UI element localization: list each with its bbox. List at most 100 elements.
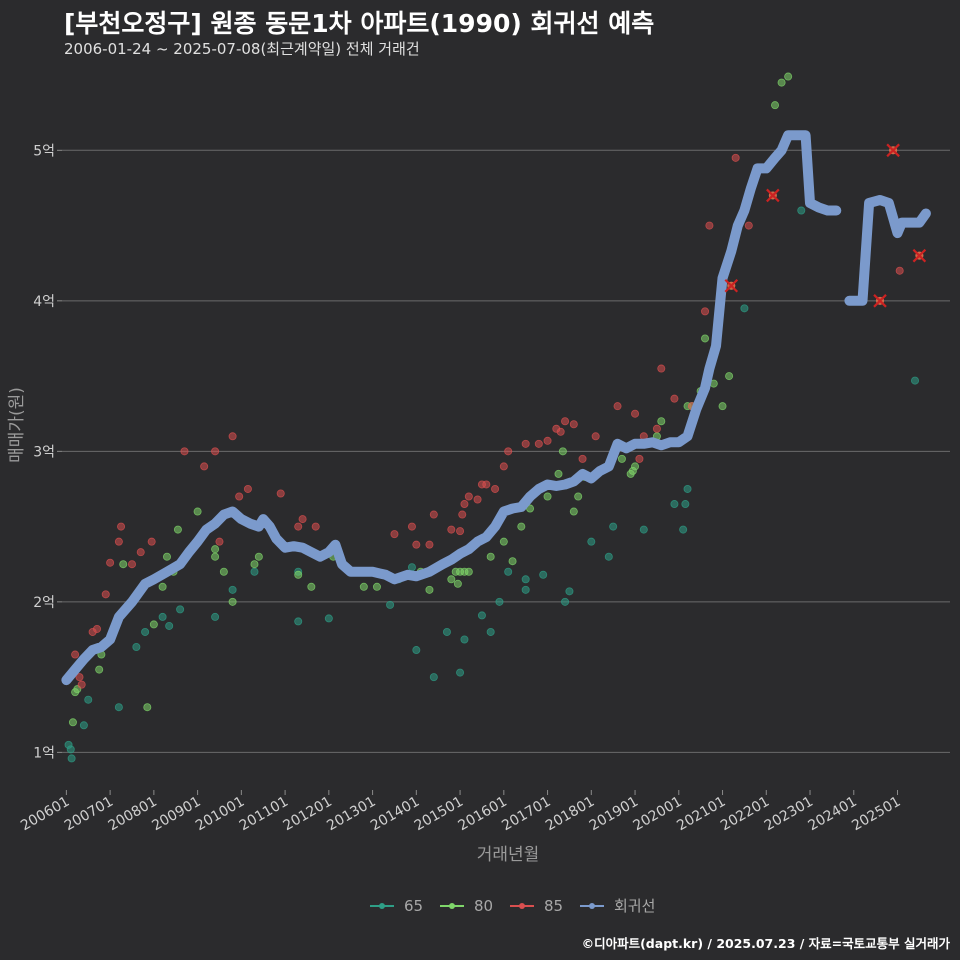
point-85 bbox=[92, 624, 101, 633]
y-tick-label: 1억 bbox=[33, 745, 55, 761]
point-80 bbox=[725, 372, 734, 381]
point-85 bbox=[670, 394, 679, 403]
point-80 bbox=[558, 447, 567, 456]
x-tick-label: 202101 bbox=[674, 794, 728, 835]
grid-lines bbox=[62, 149, 950, 753]
point-80 bbox=[425, 585, 434, 594]
x-tick-label: 201601 bbox=[456, 794, 510, 835]
chart-title: [부천오정구] 원종 동문1차 아파트(1990) 회귀선 예측 bbox=[64, 9, 655, 38]
legend-label: 회귀선 bbox=[614, 897, 655, 915]
point-65 bbox=[495, 597, 504, 606]
legend-item-회귀선: 회귀선 bbox=[580, 897, 655, 915]
y-tick-label: 3억 bbox=[33, 444, 55, 460]
scatter-points bbox=[64, 72, 924, 763]
point-65 bbox=[176, 605, 185, 614]
point-65 bbox=[324, 614, 333, 623]
point-80 bbox=[517, 522, 526, 531]
point-80 bbox=[701, 334, 710, 343]
source-caption: ©디아파트(dapt.kr) / 2025.07.23 / 자료=국토교통부 실… bbox=[581, 936, 950, 951]
point-85 bbox=[705, 221, 714, 230]
point-80 bbox=[307, 582, 316, 591]
point-65 bbox=[141, 627, 150, 636]
point-85 bbox=[429, 510, 438, 519]
x-tick-label: 201701 bbox=[499, 794, 553, 835]
point-85 bbox=[447, 525, 456, 534]
point-80 bbox=[250, 560, 259, 569]
point-85 bbox=[631, 409, 640, 418]
x-axis-label: 거래년월 bbox=[477, 845, 540, 865]
point-80 bbox=[447, 575, 456, 584]
point-85 bbox=[591, 432, 600, 441]
cancelled-marker bbox=[724, 278, 739, 293]
x-tick-label: 201401 bbox=[368, 794, 422, 835]
point-85 bbox=[235, 492, 244, 501]
point-65 bbox=[407, 563, 416, 572]
y-tick-label: 2억 bbox=[33, 595, 55, 611]
point-85 bbox=[504, 447, 513, 456]
point-80 bbox=[143, 703, 152, 712]
point-65 bbox=[504, 567, 513, 576]
legend-label: 80 bbox=[474, 897, 493, 915]
x-tick-label: 202201 bbox=[718, 794, 772, 835]
point-85 bbox=[71, 650, 80, 659]
legend-item-65: 65 bbox=[370, 897, 423, 915]
point-65 bbox=[250, 567, 259, 576]
cancelled-marker bbox=[886, 143, 900, 158]
point-80 bbox=[617, 454, 626, 463]
point-85 bbox=[425, 540, 434, 549]
point-65 bbox=[679, 525, 688, 534]
point-85 bbox=[407, 522, 416, 531]
legend-item-80: 80 bbox=[440, 897, 493, 915]
point-65 bbox=[460, 635, 469, 644]
x-tick-label: 201201 bbox=[281, 794, 335, 835]
point-80 bbox=[359, 582, 368, 591]
point-85 bbox=[701, 307, 710, 316]
point-65 bbox=[158, 612, 167, 621]
regression-line-path bbox=[844, 195, 931, 306]
legend-dot bbox=[589, 903, 595, 909]
point-85 bbox=[228, 432, 237, 441]
x-tick-label: 200901 bbox=[149, 794, 203, 835]
point-80 bbox=[464, 567, 473, 576]
x-tick-label: 200801 bbox=[106, 794, 160, 835]
point-85 bbox=[243, 484, 252, 493]
point-80 bbox=[486, 552, 495, 561]
y-axis-label: 매매가(원) bbox=[7, 387, 27, 463]
point-80 bbox=[294, 570, 303, 579]
x-tick-label: 201901 bbox=[587, 794, 641, 835]
point-85 bbox=[294, 522, 303, 531]
legend-dot bbox=[449, 903, 455, 909]
point-85 bbox=[460, 500, 469, 509]
point-80 bbox=[254, 552, 263, 561]
point-80 bbox=[68, 718, 77, 727]
point-85 bbox=[499, 462, 508, 471]
x-tick-label: 201001 bbox=[193, 794, 247, 835]
point-80 bbox=[162, 552, 171, 561]
x-tick-label: 201101 bbox=[237, 794, 291, 835]
point-80 bbox=[574, 492, 583, 501]
point-80 bbox=[453, 579, 462, 588]
point-65 bbox=[67, 754, 76, 763]
x-tick-label: 201501 bbox=[412, 794, 466, 835]
cancelled-marker bbox=[912, 248, 927, 263]
point-85 bbox=[543, 436, 552, 445]
point-85 bbox=[276, 489, 285, 498]
point-65 bbox=[604, 552, 613, 561]
point-85 bbox=[117, 522, 126, 531]
cancelled-marker bbox=[873, 294, 887, 308]
cancelled-marker bbox=[766, 188, 780, 203]
point-80 bbox=[777, 78, 786, 87]
point-65 bbox=[683, 484, 692, 493]
point-85 bbox=[456, 527, 465, 536]
point-65 bbox=[66, 745, 75, 754]
point-85 bbox=[390, 530, 399, 539]
x-tick-label: 202001 bbox=[630, 794, 684, 835]
point-85 bbox=[652, 424, 661, 433]
x-axis: 2006012007012008012009012010012011012012… bbox=[18, 790, 904, 835]
point-85 bbox=[147, 537, 156, 546]
regression-line bbox=[61, 130, 931, 686]
point-85 bbox=[657, 364, 666, 373]
point-65 bbox=[797, 206, 806, 215]
regression-line-path bbox=[61, 130, 842, 686]
